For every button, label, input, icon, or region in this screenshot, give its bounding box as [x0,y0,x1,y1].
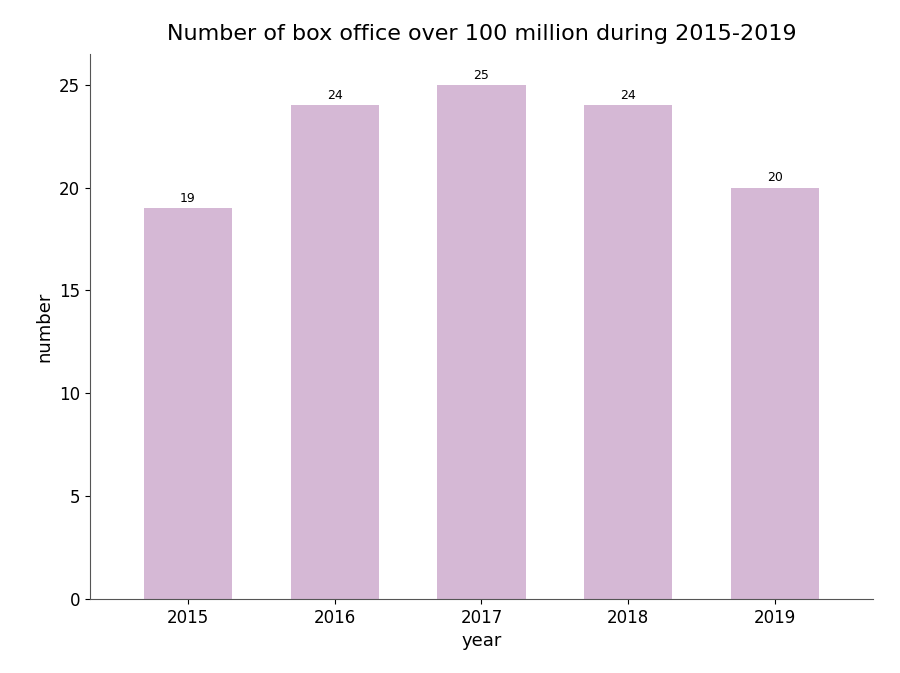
Title: Number of box office over 100 million during 2015-2019: Number of box office over 100 million du… [166,24,796,44]
Text: 24: 24 [327,90,343,102]
Bar [731,188,819,599]
X-axis label: year: year [462,632,501,650]
Text: 20: 20 [767,172,783,184]
Bar [584,105,672,599]
Text: 24: 24 [620,90,636,102]
Bar [291,105,379,599]
Bar [144,208,232,599]
Text: 25: 25 [473,69,490,81]
Text: 19: 19 [180,192,196,205]
Bar [437,85,526,599]
Y-axis label: number: number [36,291,54,361]
